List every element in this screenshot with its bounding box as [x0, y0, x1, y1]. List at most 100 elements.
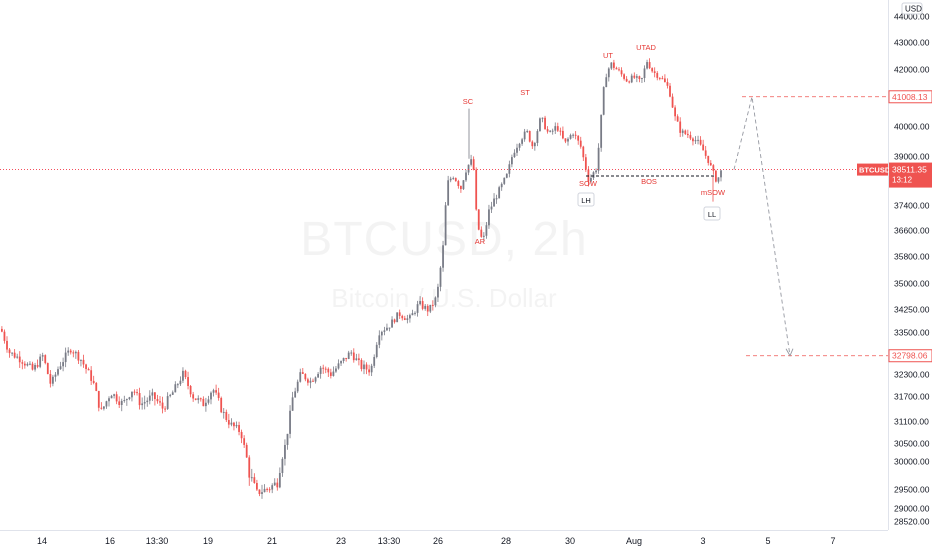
candle-body: [717, 177, 720, 182]
candle-body: [457, 181, 460, 186]
lh-box[interactable]: [577, 192, 595, 207]
candle-body: [77, 351, 80, 361]
candle-body: [294, 391, 297, 398]
candle-body: [523, 131, 526, 140]
candle-body: [243, 438, 246, 445]
ut-label[interactable]: UT: [603, 51, 613, 60]
candle-body: [345, 357, 348, 359]
ar-label[interactable]: AR: [475, 237, 486, 246]
candle-body: [136, 392, 138, 394]
candle-body: [103, 406, 105, 409]
candle-body: [59, 366, 62, 370]
candle-body: [263, 488, 266, 493]
candle-body: [299, 372, 302, 382]
plot-area[interactable]: [0, 0, 888, 530]
candle-body: [146, 400, 149, 403]
st-label[interactable]: ST: [520, 88, 530, 97]
candle-body: [358, 358, 360, 360]
price-tick-label: 32300.00: [894, 370, 930, 380]
currency-label[interactable]: USD: [905, 5, 922, 14]
candle-body: [314, 377, 317, 382]
price-tick-label: 34250.00: [894, 305, 930, 315]
candle-body: [13, 352, 16, 358]
candle-body: [131, 391, 133, 398]
candle-body: [197, 398, 200, 400]
candle-body: [319, 367, 322, 374]
candle-body: [266, 488, 268, 490]
candle-body: [511, 157, 513, 165]
candle-body: [337, 363, 340, 369]
candle-body: [554, 126, 557, 131]
ll-box[interactable]: [703, 206, 721, 221]
bos-label[interactable]: BOS: [641, 177, 657, 186]
candle-body: [368, 369, 370, 373]
lh-label[interactable]: LH: [581, 196, 591, 205]
candle-body: [386, 327, 388, 331]
candle-body: [572, 134, 574, 136]
price-level-tag[interactable]: [888, 90, 932, 104]
candle-body: [646, 62, 648, 69]
ll-label[interactable]: LL: [708, 210, 716, 219]
price-level-label[interactable]: 32798.06: [892, 351, 928, 361]
candle-body: [235, 425, 238, 427]
candle-body: [301, 372, 304, 374]
utad-label[interactable]: UTAD: [636, 43, 656, 52]
candle-body: [329, 372, 332, 376]
candle-body: [674, 107, 676, 117]
candle-body: [312, 380, 314, 382]
candle-body: [23, 363, 26, 366]
time-tick-label: 28: [501, 536, 511, 546]
candle-body: [671, 96, 674, 108]
price-level-label[interactable]: 41008.13: [892, 92, 928, 102]
candle-body: [638, 76, 641, 80]
candle-body: [388, 327, 391, 329]
symbol-tag[interactable]: [857, 163, 888, 176]
candle-body: [217, 392, 220, 398]
sc-label[interactable]: SC: [463, 97, 474, 106]
candle-body: [215, 390, 217, 393]
candle-body: [80, 359, 82, 361]
candle-body: [715, 170, 717, 182]
candle-body: [618, 69, 620, 71]
candle-body: [18, 356, 21, 363]
symbol-tag-label[interactable]: BTCUSD: [859, 166, 891, 175]
sow-label[interactable]: SOW: [579, 179, 598, 188]
candle-body: [513, 152, 516, 158]
current-price-tag[interactable]: [889, 162, 932, 188]
candle-body: [546, 129, 549, 132]
candle-body: [633, 75, 636, 78]
projection-path[interactable]: [733, 96, 791, 356]
price-tick-label: 29500.00: [894, 485, 930, 495]
time-tick-label: Aug: [626, 536, 642, 546]
candle-body: [278, 472, 281, 488]
candle-body: [110, 395, 113, 399]
candle-body: [151, 392, 154, 396]
candle-body: [340, 360, 342, 364]
candle-body: [398, 312, 401, 316]
candle-body: [159, 401, 161, 403]
msow-label[interactable]: mSOW: [701, 188, 726, 197]
price-tick-label: 39000.00: [894, 152, 930, 162]
candle-body: [536, 131, 539, 143]
candle-body: [477, 209, 480, 230]
candle-body: [100, 407, 103, 409]
current-price-label[interactable]: 38511.35: [892, 165, 927, 175]
candle-body: [699, 139, 702, 145]
candle-body: [120, 400, 123, 405]
candle-body: [567, 138, 569, 142]
candle-body: [597, 147, 600, 171]
currency-box[interactable]: [901, 2, 923, 15]
candle-body: [92, 380, 95, 383]
candle-body: [658, 77, 661, 79]
candle-body: [686, 133, 689, 136]
candle-body: [709, 162, 712, 166]
candle-body: [684, 130, 687, 134]
candle-body: [253, 477, 256, 483]
time-tick-label: 21: [267, 536, 277, 546]
price-level-tag[interactable]: [888, 349, 932, 363]
candle-body: [261, 492, 263, 494]
candle-body: [273, 482, 276, 486]
projection-arrowhead: [785, 348, 794, 357]
candle-body: [370, 365, 373, 373]
